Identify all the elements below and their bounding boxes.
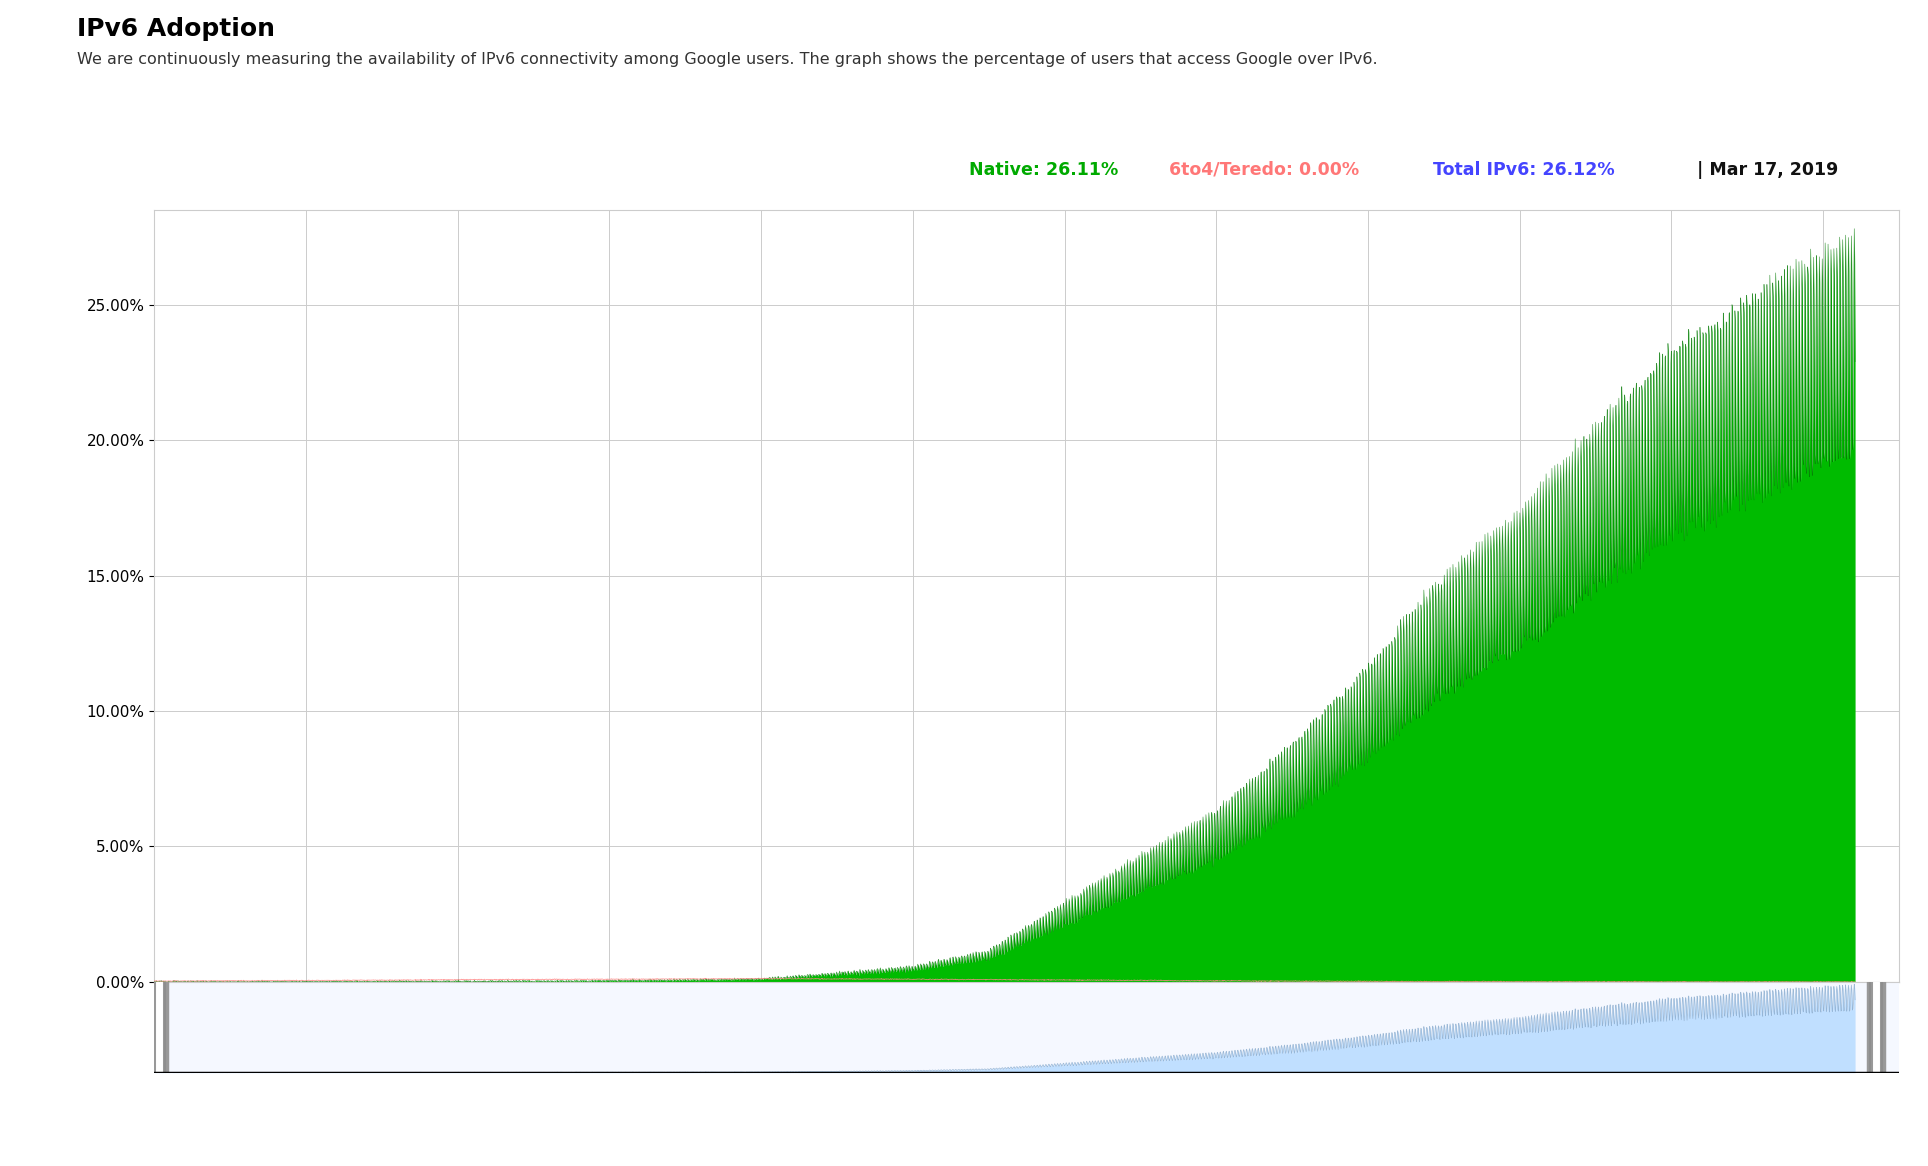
Text: IPv6 Adoption: IPv6 Adoption	[77, 17, 276, 42]
Text: Total IPv6: 26.12%: Total IPv6: 26.12%	[1427, 161, 1616, 178]
Text: Native: 26.11%: Native: 26.11%	[970, 161, 1118, 178]
Text: We are continuously measuring the availability of IPv6 connectivity among Google: We are continuously measuring the availa…	[77, 52, 1379, 68]
Text: 6to4/Teredo: 0.00%: 6to4/Teredo: 0.00%	[1163, 161, 1359, 178]
Text: | Mar 17, 2019: | Mar 17, 2019	[1691, 161, 1837, 178]
